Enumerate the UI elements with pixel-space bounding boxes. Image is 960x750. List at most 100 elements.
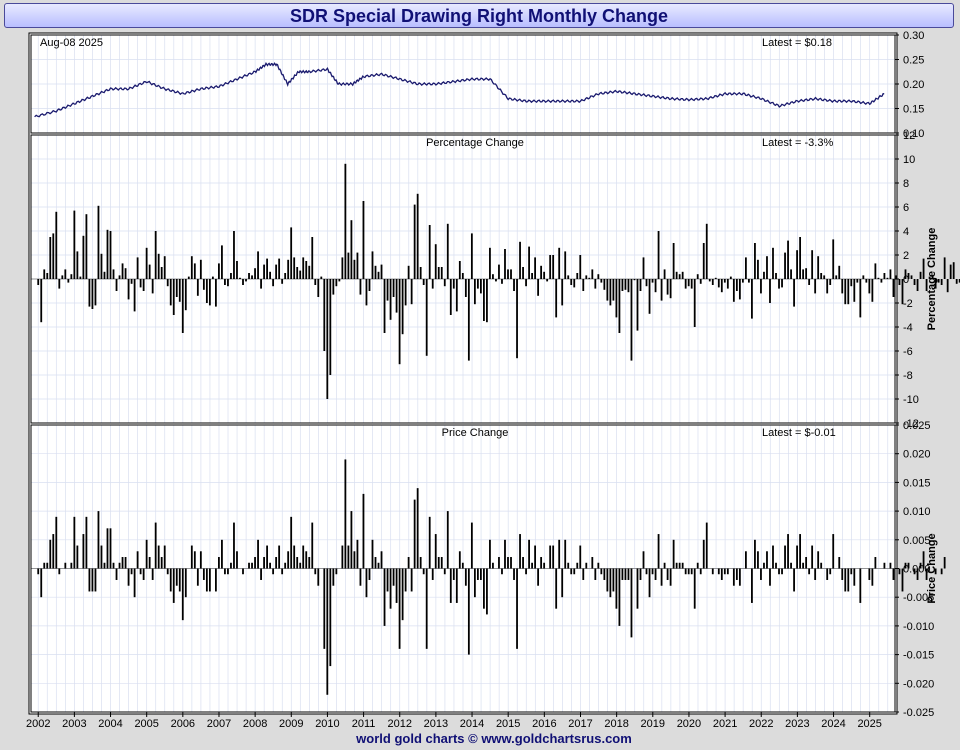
change-bar [760, 279, 762, 294]
change-bar [221, 245, 223, 279]
change-bar [934, 279, 937, 289]
change-bar [519, 241, 521, 279]
x-tick-label: 2004 [98, 718, 122, 730]
change-bar [124, 557, 127, 569]
change-bar [335, 568, 338, 575]
change-bar [841, 568, 844, 580]
change-bar [64, 269, 67, 279]
change-bar [883, 273, 886, 279]
change-bar [531, 273, 533, 279]
y-tick-label: 0.15 [903, 104, 924, 116]
change-bar [558, 539, 561, 569]
change-bar [615, 568, 618, 609]
change-bar [112, 562, 115, 569]
change-bar [892, 279, 895, 297]
change-bar [115, 279, 118, 291]
change-bar [934, 568, 937, 575]
change-bar [537, 279, 540, 296]
change-bar [196, 279, 199, 296]
change-bar [242, 568, 244, 575]
change-bar [850, 279, 853, 287]
change-bar [476, 279, 479, 289]
change-bar [738, 568, 741, 586]
change-bar [160, 267, 163, 279]
change-bar [136, 551, 139, 569]
change-bar [260, 279, 262, 289]
change-bar [579, 255, 582, 279]
change-bar [166, 568, 169, 575]
change-bar [483, 568, 485, 609]
change-bar [37, 279, 40, 285]
change-bar [844, 279, 847, 305]
change-bar [52, 534, 55, 569]
change-bar [486, 568, 488, 615]
change-bar [669, 568, 672, 586]
change-bar [344, 459, 347, 569]
change-bar [684, 279, 687, 289]
change-bar [787, 534, 789, 569]
change-bar [416, 193, 419, 279]
change-bar [666, 568, 669, 580]
change-bar [365, 568, 368, 598]
change-bar [94, 568, 97, 592]
change-bar [549, 545, 552, 569]
change-bar [672, 243, 675, 279]
change-bar [190, 545, 193, 569]
change-bar [434, 534, 437, 569]
change-bar [392, 568, 395, 586]
change-bar [793, 279, 795, 307]
change-bar [227, 279, 229, 287]
change-bar [630, 279, 633, 361]
change-bar [422, 568, 425, 575]
change-bar [377, 562, 380, 569]
change-bar [591, 557, 594, 569]
change-bar [811, 545, 814, 569]
change-bar [910, 275, 913, 279]
change-bar [636, 568, 639, 609]
change-bar [236, 261, 238, 279]
change-bar [404, 279, 407, 306]
y-tick-label: 0.015 [903, 477, 931, 489]
change-bar [88, 568, 91, 592]
change-bar [187, 276, 190, 279]
change-bar [359, 568, 362, 586]
change-bar [443, 568, 446, 575]
change-bar [452, 279, 455, 289]
change-bar [251, 562, 253, 569]
change-bar [880, 279, 883, 283]
change-bar [257, 251, 259, 279]
change-bar [284, 562, 287, 569]
change-bar [121, 263, 124, 279]
change-bar [419, 267, 422, 279]
change-bar [199, 259, 202, 279]
change-bar [841, 279, 844, 294]
change-bar [766, 551, 768, 569]
change-bar [58, 568, 61, 575]
change-bar [796, 545, 798, 569]
change-bar [419, 557, 422, 569]
change-bar [55, 211, 58, 279]
change-bar [263, 264, 265, 279]
x-tick-label: 2017 [568, 718, 592, 730]
change-bar [835, 275, 838, 279]
change-bar [904, 269, 907, 279]
panel-3: -0.025-0.020-0.015-0.010-0.0050.0000.005… [30, 420, 946, 719]
x-tick-label: 2023 [785, 718, 809, 730]
x-tick-label: 2006 [171, 718, 195, 730]
change-bar [600, 568, 603, 575]
change-bar [519, 534, 521, 569]
change-bar [582, 568, 585, 580]
change-bar [112, 269, 115, 279]
change-bar [401, 279, 404, 335]
change-bar [636, 279, 639, 331]
change-bar [269, 562, 272, 569]
change-bar [513, 279, 515, 291]
change-bar [769, 279, 771, 303]
change-bar [395, 568, 398, 603]
change-bar [829, 279, 832, 285]
y-tick-label: -10 [903, 394, 919, 406]
change-bar [64, 562, 67, 569]
change-bar [163, 256, 166, 279]
change-bar [763, 562, 765, 569]
change-bar [413, 499, 416, 569]
